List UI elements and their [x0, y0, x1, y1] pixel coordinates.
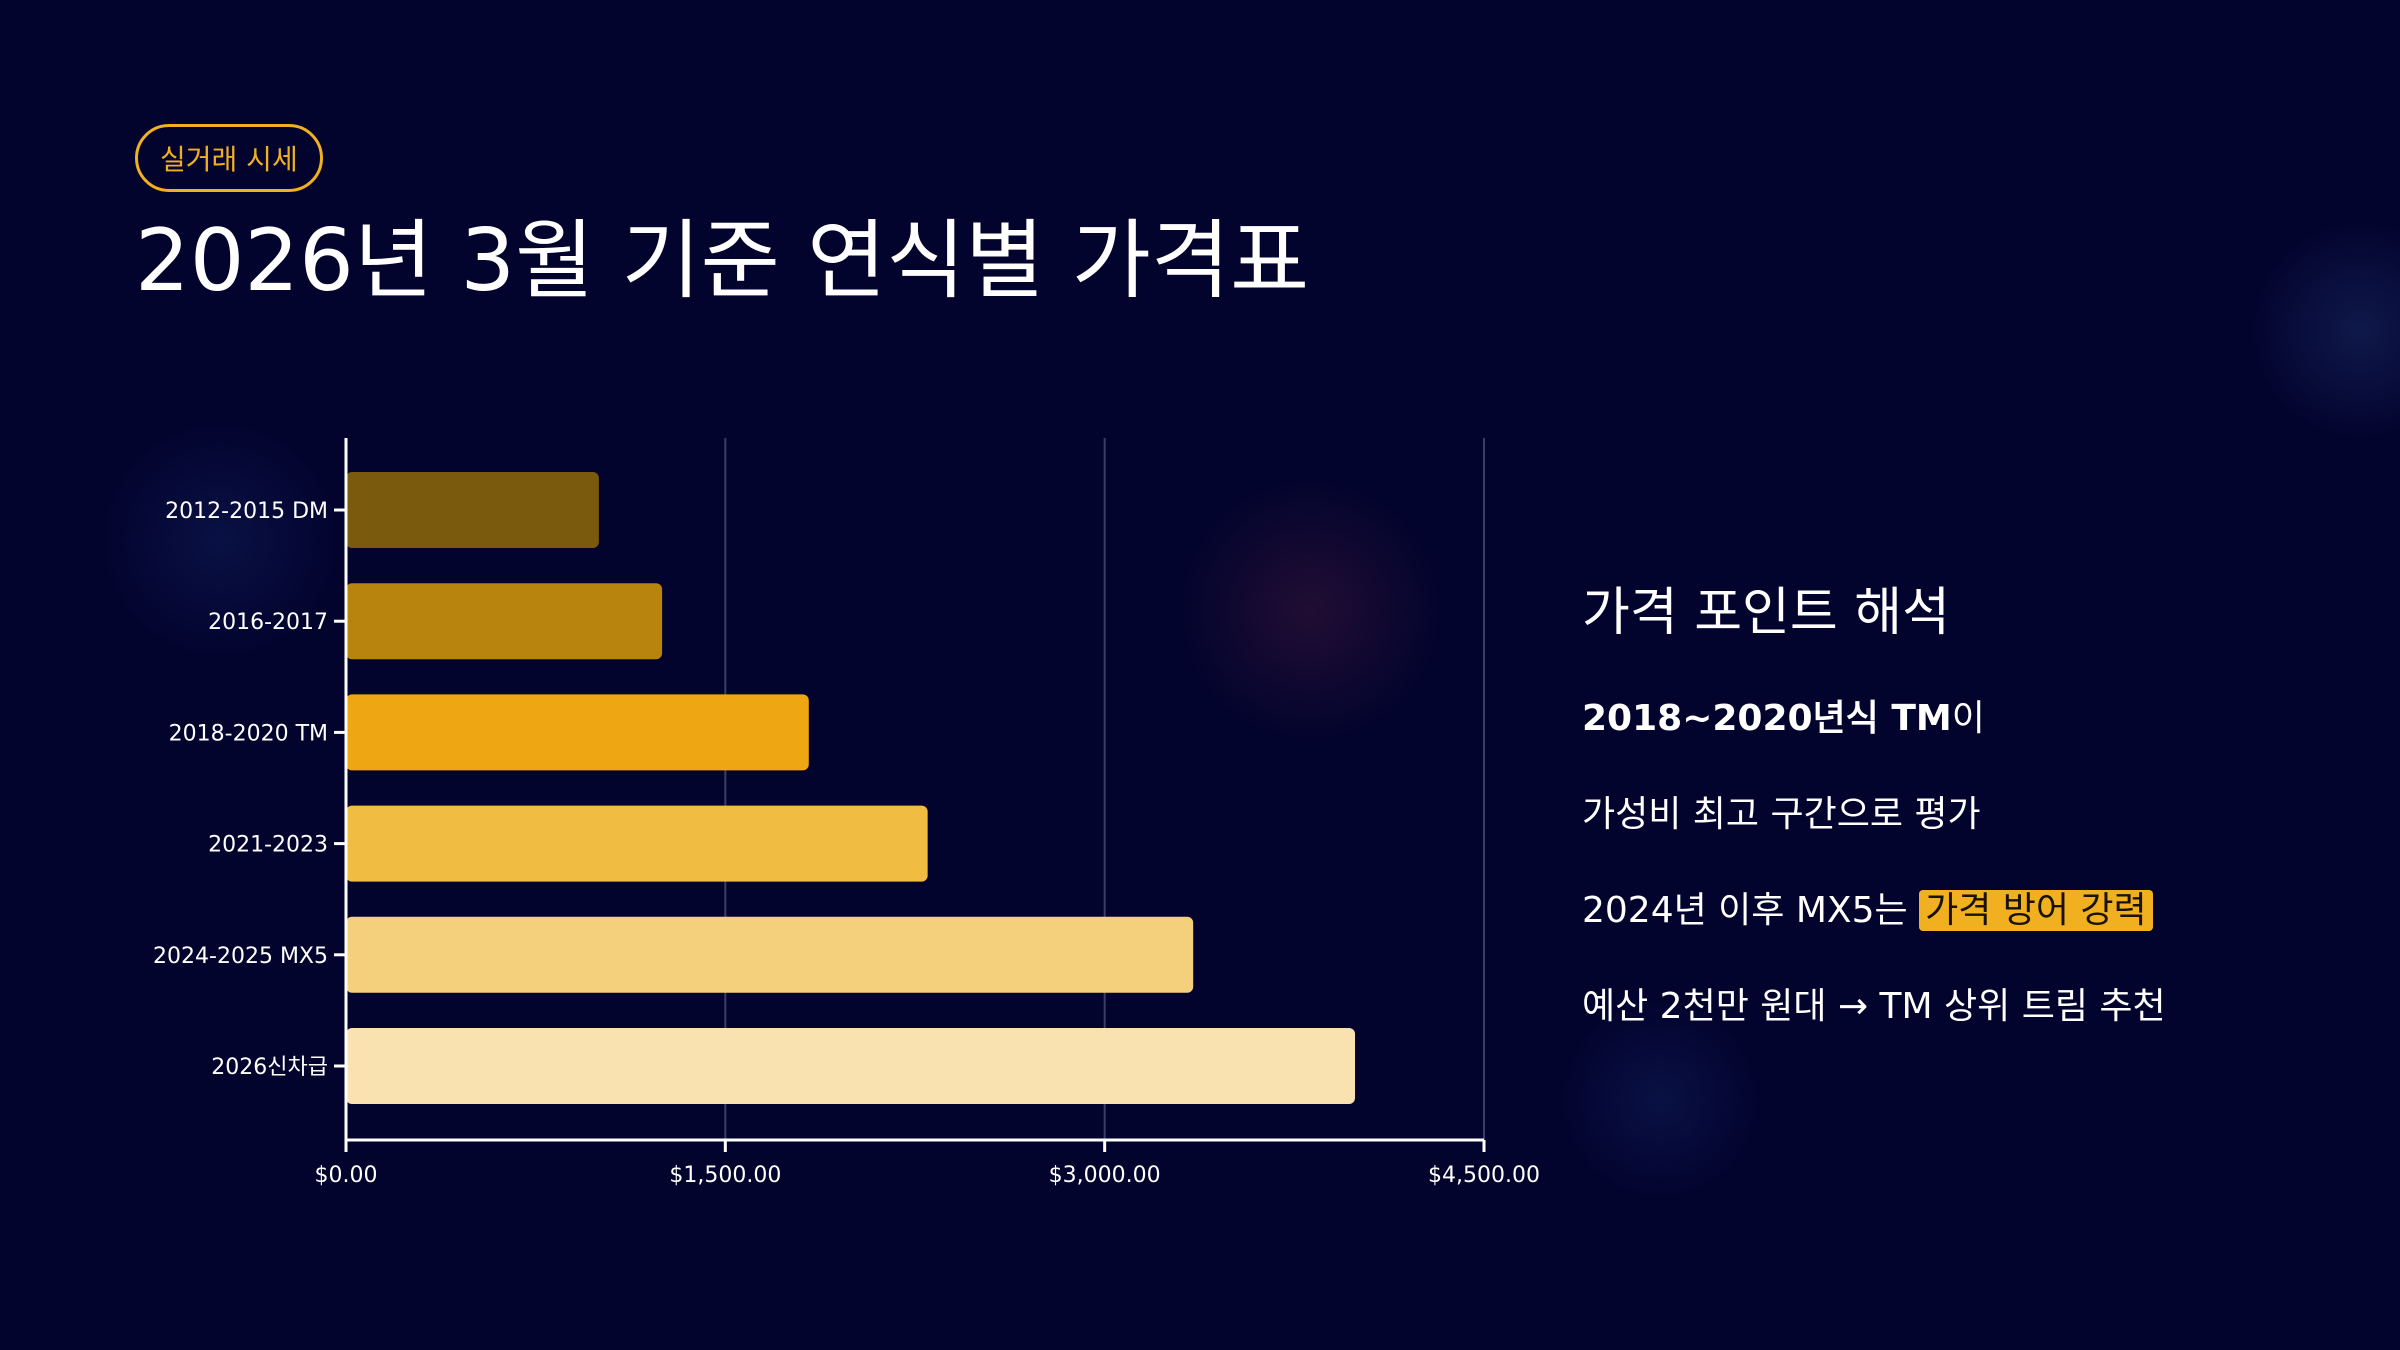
insight-bold-text: 2018~2020년식 TM [1582, 698, 1952, 739]
chart-axes: $0.00 $1,500.00 $3,000.00 $4,500.00 2012-201… [153, 438, 1540, 1188]
y-category-label: 2021-2023 [208, 833, 328, 858]
y-category-label: 2016-2017 [208, 610, 328, 635]
x-tick-label: $3,000.00 [1049, 1163, 1161, 1188]
insight-line-3: 2024년 이후 MX5는 가격 방어 강력 [1582, 887, 2362, 935]
x-tick-label: $1,500.00 [669, 1163, 781, 1188]
y-category-label: 2018-2020 TM [169, 721, 328, 746]
chart-bars [346, 472, 1356, 1104]
insight-panel: 가격 포인트 해석 2018~2020년식 TM이 가성비 최고 구간으로 평가… [1582, 570, 2362, 1079]
y-category-label: 2012-2015 DM [165, 499, 328, 524]
x-tick-label: $0.00 [315, 1163, 378, 1188]
insight-line-1: 2018~2020년식 TM이 [1582, 695, 2362, 743]
page-title: 2026년 3월 기준 연식별 가격표 [135, 211, 1310, 311]
insight-line-4: 예산 2천만 원대 → TM 상위 트림 추천 [1582, 986, 2166, 1027]
y-category-label: 2024-2025 MX5 [153, 944, 328, 969]
highlight-text: 가격 방어 강력 [1919, 890, 2153, 931]
insight-heading: 가격 포인트 해석 [1582, 583, 1950, 643]
insight-text: 2024년 이후 MX5는 [1582, 890, 1920, 931]
bar [346, 472, 599, 548]
y-category-label: 2026신차급 [211, 1055, 328, 1080]
insight-line-2: 가성비 최고 구간으로 평가 [1582, 794, 1981, 835]
category-badge: 실거래 시세 [135, 124, 323, 192]
bar [346, 583, 663, 660]
bar [346, 916, 1194, 993]
bar [346, 694, 809, 771]
bar [346, 1028, 1356, 1104]
chart-grid [724, 438, 1485, 1140]
x-tick-label: $4,500.00 [1428, 1163, 1540, 1188]
bar [346, 805, 928, 882]
insight-text: 이 [1951, 698, 1985, 739]
